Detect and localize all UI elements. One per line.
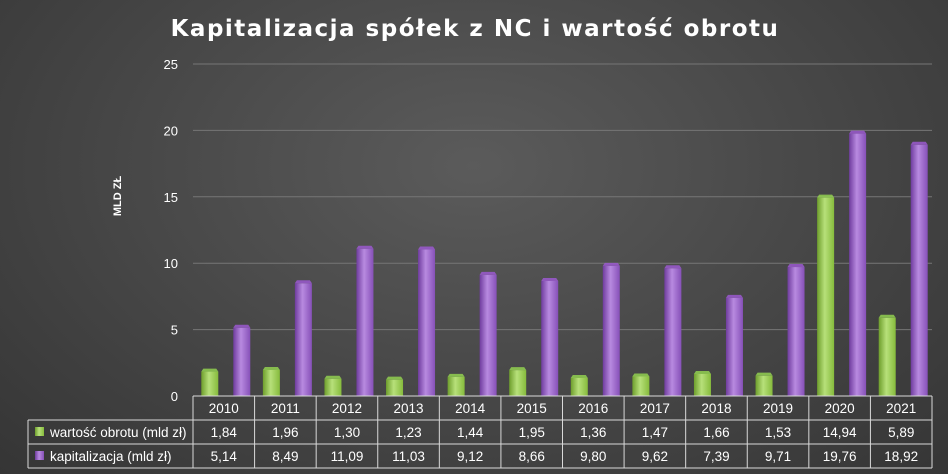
- data-table-cell: 11,09: [331, 449, 364, 464]
- data-table-cell: 9,71: [765, 449, 791, 464]
- bar-top: [787, 264, 805, 268]
- bar-obrot: [755, 375, 773, 396]
- bar-obrot: [509, 370, 527, 396]
- x-tick-label: 2020: [825, 401, 855, 416]
- bar-kapitalizacja: [479, 274, 497, 396]
- bar-top: [849, 130, 867, 134]
- bar-top: [356, 245, 374, 249]
- y-tick-label: 0: [171, 389, 178, 404]
- x-tick-label: 2015: [517, 401, 547, 416]
- bar-kapitalizacja: [418, 249, 436, 396]
- data-table-cell: 18,92: [884, 449, 918, 464]
- bar-obrot: [324, 378, 342, 396]
- bar-kapitalizacja: [787, 267, 805, 396]
- x-tick-label: 2013: [394, 401, 424, 416]
- bar-obrot: [817, 197, 835, 396]
- y-tick-label: 15: [164, 190, 178, 205]
- bar-top: [294, 280, 312, 284]
- y-tick-label: 25: [164, 57, 178, 72]
- bar-obrot: [693, 373, 711, 396]
- chart-title: Kapitalizacja spółek z NC i wartość obro…: [171, 16, 780, 42]
- bar-kapitalizacja: [725, 297, 743, 396]
- x-tick-label: 2012: [332, 401, 362, 416]
- data-table-cell: 1,47: [642, 425, 668, 440]
- data-table-cell: 5,14: [211, 449, 238, 464]
- data-table-cell: 7,39: [703, 449, 729, 464]
- data-table-cell: 19,76: [823, 449, 857, 464]
- data-table-cell: 1,53: [765, 425, 791, 440]
- x-tick-label: 2010: [209, 401, 239, 416]
- data-table-cell: 8,66: [519, 449, 545, 464]
- bar-kapitalizacja: [356, 248, 374, 396]
- bar-top: [755, 372, 773, 376]
- bar-top: [725, 294, 743, 298]
- data-table-cell: 9,62: [642, 449, 668, 464]
- legend-label: wartość obrotu (mld zł): [49, 425, 187, 440]
- bar-top: [201, 368, 219, 372]
- bar-kapitalizacja: [910, 144, 928, 396]
- data-table-cell: 11,03: [392, 449, 425, 464]
- bar-kapitalizacja: [664, 268, 682, 396]
- bar-kapitalizacja: [541, 280, 559, 396]
- x-tick-label: 2011: [271, 401, 300, 416]
- bar-obrot: [386, 379, 404, 396]
- bar-top: [817, 194, 835, 198]
- data-table-cell: 9,80: [580, 449, 606, 464]
- data-table-cell: 8,49: [272, 449, 298, 464]
- x-tick-label: 2019: [763, 401, 793, 416]
- data-table-cell: 5,89: [888, 425, 914, 440]
- data-table-cell: 1,36: [580, 425, 606, 440]
- x-tick-label: 2018: [701, 401, 731, 416]
- bar-top: [509, 367, 527, 371]
- bar-top: [664, 265, 682, 269]
- x-tick-label: 2014: [455, 401, 486, 416]
- bar-top: [447, 373, 465, 377]
- bar-top: [632, 373, 650, 377]
- data-table-cell: 9,12: [457, 449, 483, 464]
- data-table-cell: 1,66: [703, 425, 729, 440]
- bar-top: [386, 376, 404, 380]
- legend-label: kapitalizacja (mld zł): [50, 449, 172, 464]
- bar-obrot: [570, 377, 588, 396]
- data-table-cell: 14,94: [823, 425, 857, 440]
- bar-top: [479, 271, 497, 275]
- data-table-cell: 1,30: [334, 425, 360, 440]
- bar-top: [910, 141, 928, 145]
- bar-top: [324, 375, 342, 379]
- bar-kapitalizacja: [294, 283, 312, 396]
- bar-obrot: [878, 317, 896, 396]
- bar-top: [602, 262, 620, 266]
- data-table-cell: 1,44: [457, 425, 484, 440]
- bar-obrot: [447, 376, 465, 396]
- y-tick-label: 20: [164, 123, 178, 138]
- bar-kapitalizacja: [233, 327, 251, 396]
- x-tick-label: 2017: [640, 401, 670, 416]
- bar-top: [262, 366, 280, 370]
- bar-obrot: [632, 376, 650, 396]
- y-tick-label: 10: [164, 256, 178, 271]
- data-table-cell: 1,23: [395, 425, 421, 440]
- legend-key: [35, 427, 44, 436]
- y-axis-label: MLD ZŁ: [112, 176, 124, 217]
- data-table-cell: 1,84: [211, 425, 238, 440]
- data-table-cell: 1,96: [272, 425, 298, 440]
- x-tick-label: 2016: [578, 401, 608, 416]
- bar-kapitalizacja: [849, 133, 867, 396]
- bar-top: [233, 324, 251, 328]
- x-tick-label: 2021: [886, 401, 916, 416]
- bar-top: [418, 246, 436, 250]
- bar-obrot: [201, 371, 219, 396]
- bar-top: [693, 370, 711, 374]
- y-tick-label: 5: [171, 323, 178, 338]
- bar-obrot: [262, 369, 280, 396]
- data-table-cell: 1,95: [519, 425, 545, 440]
- bar-kapitalizacja: [602, 265, 620, 396]
- bar-top: [570, 374, 588, 378]
- bar-top: [878, 314, 896, 318]
- legend-key: [35, 451, 44, 460]
- bar-top: [541, 277, 559, 281]
